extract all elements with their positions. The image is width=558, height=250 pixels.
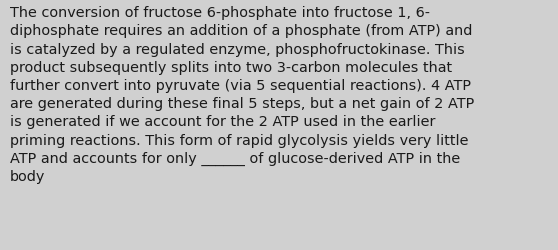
- Text: The conversion of fructose 6-phosphate into fructose 1, 6-
diphosphate requires : The conversion of fructose 6-phosphate i…: [10, 6, 474, 183]
